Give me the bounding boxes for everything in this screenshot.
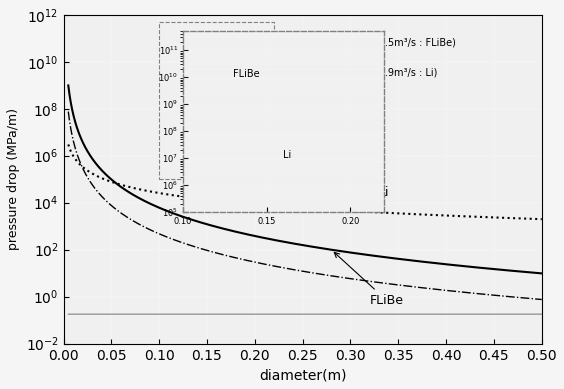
X-axis label: diameter(m): diameter(m) xyxy=(259,368,346,382)
Text: (V=2.9m³/s : Li): (V=2.9m³/s : Li) xyxy=(360,67,438,77)
Y-axis label: pressure drop (MPa/m): pressure drop (MPa/m) xyxy=(7,108,20,250)
Text: Li: Li xyxy=(335,186,390,209)
Text: FLiBe: FLiBe xyxy=(334,252,404,307)
Text: (V=2.5m³/s : FLiBe): (V=2.5m³/s : FLiBe) xyxy=(360,38,456,48)
Bar xyxy=(159,22,274,179)
